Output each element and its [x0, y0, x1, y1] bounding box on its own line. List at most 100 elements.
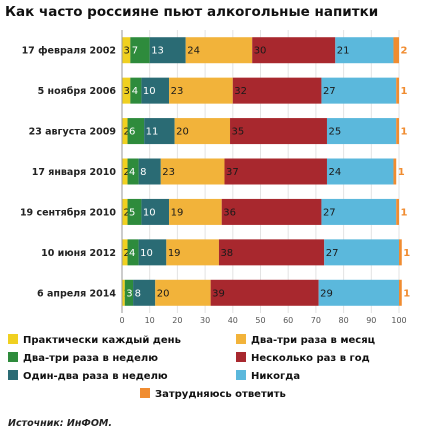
- data-label: 10: [143, 207, 156, 218]
- data-label: 8: [140, 167, 146, 178]
- x-tick-label: 90: [366, 316, 376, 325]
- data-label: 27: [323, 207, 336, 218]
- data-label: 1: [401, 207, 408, 218]
- bar-segment: [399, 279, 402, 306]
- bar-segment: [232, 77, 322, 104]
- x-tick-label: 60: [283, 316, 293, 325]
- bars: 17 февраля 2002 3 7 13 24 30 21 25 ноября 2006 3…: [20, 37, 410, 306]
- bar-segment: [396, 118, 399, 145]
- bar-segment: [149, 37, 186, 64]
- bar-segment: [122, 158, 128, 185]
- bar-segment: [185, 37, 253, 64]
- bar-segment: [218, 239, 325, 266]
- data-label: 2: [124, 127, 130, 138]
- x-tick-label: 70: [311, 316, 321, 325]
- x-tick-label: 0: [119, 316, 124, 325]
- legend-swatch: [236, 370, 246, 380]
- legend-label: Два-три раза в неделю: [23, 353, 158, 364]
- bar-segment: [174, 118, 231, 145]
- data-label: 3: [124, 46, 130, 57]
- data-label: 29: [320, 288, 333, 299]
- data-label: 4: [129, 248, 135, 259]
- bar-segment: [127, 118, 145, 145]
- x-tick-label: 50: [255, 316, 265, 325]
- x-tick-label: 100: [391, 316, 406, 325]
- bar-segment: [224, 158, 327, 185]
- legend-label: Два-три раза в месяц: [251, 335, 375, 346]
- bar-segment: [141, 198, 170, 225]
- data-label: 35: [232, 127, 245, 138]
- bar-segment: [122, 239, 128, 266]
- bar-segment: [396, 198, 399, 225]
- legend-swatch: [140, 388, 150, 398]
- data-label: 25: [328, 127, 341, 138]
- data-label: 4: [129, 167, 135, 178]
- category-label: 10 июня 2012: [41, 248, 116, 259]
- data-label: 23: [162, 167, 175, 178]
- bar-segment: [127, 158, 139, 185]
- bar-segment: [122, 198, 128, 225]
- category-label: 5 ноября 2006: [38, 86, 117, 97]
- data-label: 21: [337, 46, 350, 57]
- bar-segment: [141, 77, 170, 104]
- data-label: 1: [401, 86, 408, 97]
- bar-segment: [127, 198, 142, 225]
- bar-segment: [138, 158, 161, 185]
- data-label: 27: [326, 248, 339, 259]
- chart-title: Как часто россияне пьют алкогольные напи…: [5, 4, 378, 20]
- bar-segment: [133, 279, 156, 306]
- category-label: 6 апреля 2014: [37, 288, 116, 299]
- data-label: 32: [234, 86, 247, 97]
- legend-swatch: [8, 352, 18, 362]
- data-label: 24: [187, 46, 200, 57]
- data-label: 7: [132, 46, 138, 57]
- legend-label: Несколько раз в год: [251, 353, 370, 364]
- bar-segment: [130, 77, 142, 104]
- category-label: 23 августа 2009: [29, 127, 116, 138]
- data-label: 3: [124, 86, 130, 97]
- x-tick-label: 40: [228, 316, 238, 325]
- bar-segment: [399, 239, 402, 266]
- bar-segment: [122, 279, 125, 306]
- data-label: 2: [124, 248, 130, 259]
- bar-segment: [321, 198, 397, 225]
- data-label: 10: [140, 248, 153, 259]
- bar-segment: [130, 37, 150, 64]
- data-label: 20: [157, 288, 170, 299]
- bar-segment: [324, 239, 399, 266]
- legend-label: Практически каждый день: [23, 335, 181, 346]
- category-label: 17 февраля 2002: [22, 46, 116, 57]
- bar-segment: [127, 239, 139, 266]
- bar-segment: [169, 198, 222, 225]
- bar-segment: [138, 239, 167, 266]
- data-label: 39: [212, 288, 225, 299]
- bar-segment: [318, 279, 399, 306]
- legend-swatch: [8, 370, 18, 380]
- legend: Практически каждый день Два-три раза в ме…: [8, 334, 375, 400]
- legend-label: Один-два раза в неделю: [23, 371, 168, 382]
- x-tick-label: 80: [339, 316, 349, 325]
- bar-segment: [124, 279, 134, 306]
- category-label: 17 января 2010: [32, 167, 117, 178]
- data-label: 13: [151, 46, 164, 57]
- bar-segment: [210, 279, 319, 306]
- x-axis: 0 10 20 30 40 50 60 70 80 90 100: [119, 30, 407, 325]
- legend-label: Затрудняюсь ответить: [155, 389, 286, 400]
- data-label: 30: [254, 46, 267, 57]
- bar-segment: [155, 279, 211, 306]
- data-label: 1: [401, 127, 408, 138]
- legend-swatch: [236, 352, 246, 362]
- bar-segment: [335, 37, 394, 64]
- data-label: 27: [323, 86, 336, 97]
- data-label: 24: [328, 167, 341, 178]
- x-tick-label: 20: [172, 316, 182, 325]
- data-label: 2: [124, 167, 130, 178]
- bar-segment: [160, 158, 225, 185]
- bar-segment: [166, 239, 219, 266]
- x-tick-label: 30: [200, 316, 210, 325]
- data-label: 10: [143, 86, 156, 97]
- data-label: 1: [403, 248, 410, 259]
- data-label: 23: [171, 86, 184, 97]
- data-label: 20: [176, 127, 189, 138]
